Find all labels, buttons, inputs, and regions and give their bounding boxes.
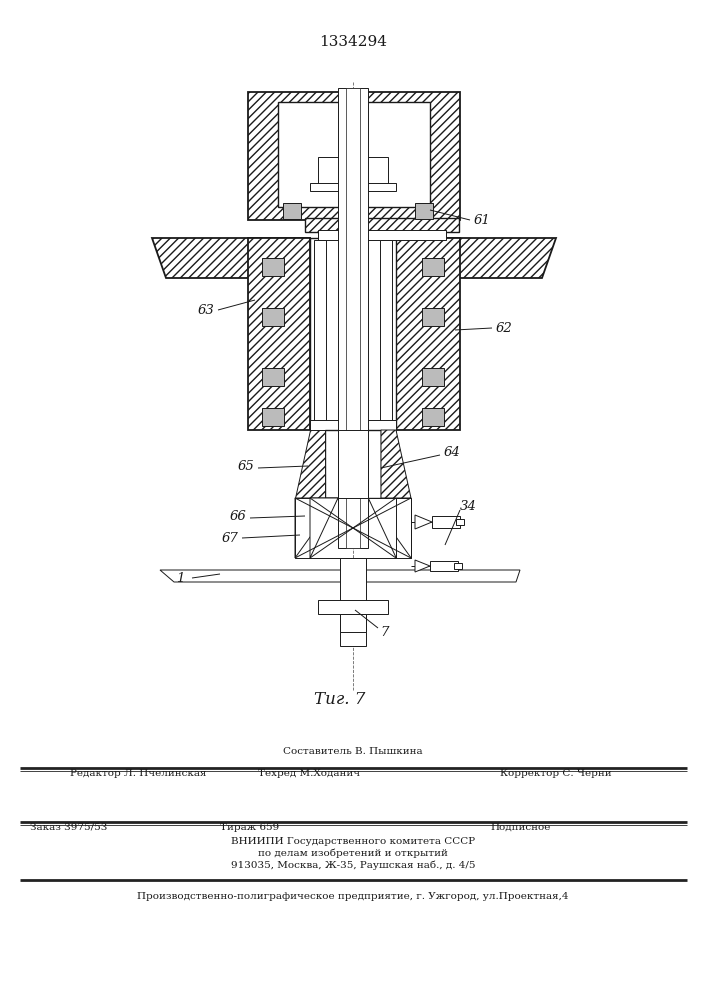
Bar [346,88,360,548]
Polygon shape [310,498,338,558]
Text: Составитель В. Пышкина: Составитель В. Пышкина [284,748,423,756]
Bar [318,157,388,185]
Text: Техред М.Ходанич: Техред М.Ходанич [258,769,360,778]
Bar [262,308,284,326]
Text: по делам изобретений и открытий: по делам изобретений и открытий [258,849,448,858]
Bar [338,430,368,498]
Bar [262,258,284,276]
Bar [432,516,460,528]
Bar [310,238,396,430]
Bar [325,430,381,498]
Text: 64: 64 [443,446,460,460]
Bar [318,600,388,614]
Text: Заказ 3975/53: Заказ 3975/53 [30,823,107,832]
Polygon shape [295,430,325,498]
Bar [262,368,284,386]
Bar [318,230,446,240]
Bar [305,218,459,232]
Polygon shape [248,92,460,220]
Text: 61: 61 [474,214,491,227]
Bar [310,183,396,191]
Polygon shape [295,498,338,558]
Text: Подписное: Подписное [490,823,550,832]
Polygon shape [278,102,430,207]
Text: 66: 66 [230,510,246,524]
Bar [310,420,396,432]
Text: 1334294: 1334294 [319,35,387,49]
Bar [422,368,444,386]
Text: 62: 62 [496,322,513,334]
Polygon shape [396,238,556,278]
Text: Производственно-полиграфическое предприятие, г. Ужгород, ул.Проектная,4: Производственно-полиграфическое предприя… [137,892,568,901]
Bar [340,614,366,632]
Bar [295,498,411,558]
Bar [422,408,444,426]
Bar [314,240,326,428]
Text: 34: 34 [460,499,477,512]
Polygon shape [152,238,310,278]
Polygon shape [248,238,310,430]
Text: Корректор С. Черни: Корректор С. Черни [500,769,612,778]
Bar [456,519,464,525]
Text: Тираж 659: Тираж 659 [220,823,279,832]
Text: 913035, Москва, Ж-35, Раушская наб., д. 4/5: 913035, Москва, Ж-35, Раушская наб., д. … [230,861,475,870]
Bar [380,240,392,428]
Bar [415,203,433,219]
Text: 65: 65 [238,460,255,474]
Bar [422,258,444,276]
Bar [283,203,301,219]
Text: ВНИИПИ Государственного комитета СССР: ВНИИПИ Государственного комитета СССР [231,837,475,846]
Bar [454,563,462,569]
Text: 1: 1 [176,572,185,584]
Bar [338,88,368,548]
Polygon shape [368,498,396,558]
Bar [262,408,284,426]
Polygon shape [381,430,411,498]
Text: 7: 7 [381,626,389,640]
Bar [430,561,458,571]
Text: 63: 63 [198,304,214,316]
Polygon shape [396,238,460,430]
Polygon shape [368,498,411,558]
Bar [422,308,444,326]
Text: 67: 67 [221,532,238,544]
Bar [340,558,366,646]
Polygon shape [415,560,430,572]
Polygon shape [415,515,432,529]
Text: Τиг. 7: Τиг. 7 [315,692,366,708]
Polygon shape [160,570,520,582]
Text: Редактор Л. Пчелинская: Редактор Л. Пчелинская [70,769,206,778]
